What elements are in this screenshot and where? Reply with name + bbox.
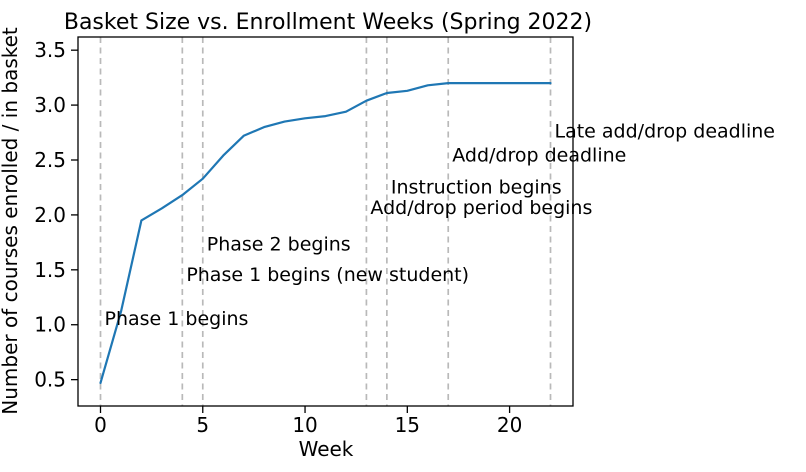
ticks-group: 0 5 10 15 20 0.5 1.0 1.5 2.0 2.5 3.0 3.5 — [34, 38, 522, 437]
event-label-week-0: Phase 1 begins — [105, 308, 249, 330]
event-label-week-17: Add/drop deadline — [452, 145, 626, 167]
y-tick-label-3.0: 3.0 — [34, 93, 66, 117]
y-tick-label-2.5: 2.5 — [34, 148, 66, 172]
axes-border — [77, 36, 574, 407]
chart-title: Basket Size vs. Enrollment Weeks (Spring… — [64, 10, 592, 35]
event-label-week-22: Late add/drop deadline — [555, 120, 776, 142]
x-axis-label: Week — [299, 437, 354, 461]
y-axis-label: Number of courses enrolled / in basket — [0, 27, 22, 415]
event-lines-group — [99, 37, 552, 406]
y-tick-label-2.0: 2.0 — [34, 203, 66, 227]
event-label-week-4: Phase 1 begins (new student) — [186, 264, 469, 286]
x-tick-label-10: 10 — [292, 413, 317, 437]
x-tick-label-0: 0 — [94, 413, 107, 437]
event-label-week-13: Add/drop period begins — [370, 197, 592, 219]
y-tick-label-0.5: 0.5 — [34, 368, 66, 392]
event-label-week-5: Phase 2 begins — [207, 233, 351, 255]
x-tick-label-15: 15 — [395, 413, 420, 437]
basket-size-line — [99, 81, 552, 384]
y-tick-label-1.5: 1.5 — [34, 258, 66, 282]
x-tick-label-20: 20 — [497, 413, 522, 437]
x-tick-label-5: 5 — [196, 413, 209, 437]
y-tick-label-3.5: 3.5 — [34, 38, 66, 62]
event-label-week-14: Instruction begins — [391, 176, 562, 198]
event-labels-group: Phase 1 begins Phase 1 begins (new studen… — [105, 120, 776, 330]
y-tick-label-1.0: 1.0 — [34, 313, 66, 337]
